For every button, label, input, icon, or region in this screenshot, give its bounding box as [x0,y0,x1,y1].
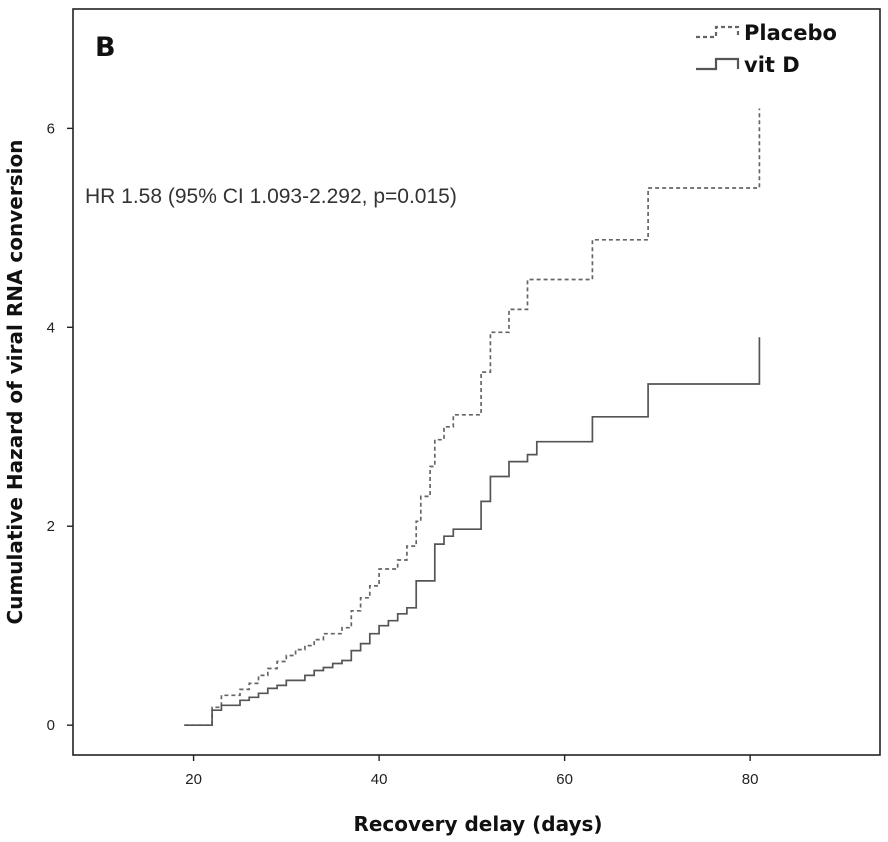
legend-swatch-vitd [696,57,740,71]
plot-frame [72,8,881,756]
x-axis: 20 40 60 80 [185,755,758,788]
y-axis: 0 2 4 6 [47,120,73,734]
legend-label-placebo: Placebo [744,21,837,45]
series-line-placebo [184,108,761,727]
series-line-vitd [184,337,761,727]
x-tick-label: 20 [185,771,202,788]
x-tick-label: 40 [371,771,388,788]
y-tick-label: 4 [47,319,55,336]
y-axis-title: Cumulative Hazard of viral RNA conversio… [3,140,27,625]
y-tick-label: 0 [47,717,55,734]
y-tick-label: 2 [47,518,55,535]
panel-label: B [95,32,116,63]
legend: Placebo vit D [696,21,837,77]
x-axis-title: Recovery delay (days) [353,812,602,836]
hazard-ratio-annotation: HR 1.58 (95% CI 1.093-2.292, p=0.015) [85,185,457,208]
legend-swatch-placebo [696,25,740,39]
x-tick-label: 60 [556,771,573,788]
x-tick-label: 80 [742,771,759,788]
legend-label-vitd: vit D [744,53,800,77]
y-tick-label: 6 [47,120,55,137]
series-layer [184,108,761,727]
